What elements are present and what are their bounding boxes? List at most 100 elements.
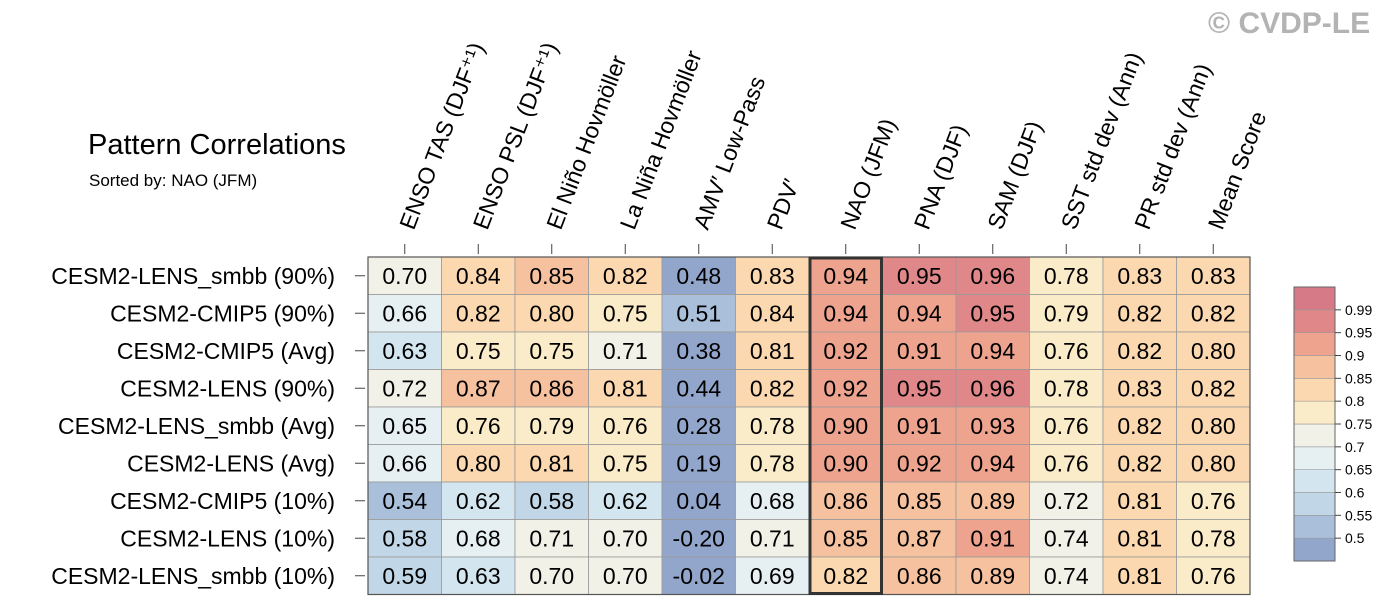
heatmap-cell: [955, 556, 1030, 595]
column-label-amv-low-pass: AMV′ Low-Pass: [688, 73, 770, 233]
heatmap-cell: [441, 294, 516, 333]
cell-value: 0.59: [382, 563, 427, 589]
heatmap-cell: [1176, 331, 1251, 370]
colorbar-box: [1293, 515, 1336, 539]
cell-value: 0.89: [970, 488, 1015, 514]
heatmap-cell: [955, 481, 1030, 520]
cell-value: 0.66: [382, 450, 427, 476]
cell-value: 0.69: [750, 563, 795, 589]
cell-value: 0.87: [897, 525, 942, 551]
heatmap-cell: [514, 369, 589, 408]
highlight-frame: [808, 256, 883, 595]
cell-value: 0.90: [823, 450, 868, 476]
cell-value: 0.75: [529, 338, 574, 364]
cell-value: 0.94: [970, 338, 1015, 364]
column-label-nao-jfm: NAO (JFM): [835, 115, 901, 233]
cell-value: 0.85: [897, 488, 942, 514]
heatmap-cell: [1102, 556, 1177, 595]
cell-value: 0.81: [1117, 563, 1162, 589]
heatmap-cells: [367, 256, 1251, 595]
heatmap-cell: [367, 519, 442, 558]
cell-value: 0.82: [1117, 413, 1162, 439]
cell-value: 0.65: [382, 413, 427, 439]
cell-value: 0.78: [750, 413, 795, 439]
row-label-cesm2-lens-smbb-avg: CESM2-LENS_smbb (Avg): [58, 413, 335, 439]
heatmap-cell: [1029, 481, 1104, 520]
cell-value: 0.82: [1117, 450, 1162, 476]
cell-value: 0.80: [529, 300, 574, 326]
cell-value: 0.19: [676, 450, 721, 476]
cell-value: 0.90: [823, 413, 868, 439]
heatmap-cell: [514, 406, 589, 445]
column-label-la-ni-a-hovm-ller: La Niña Hovmöller: [615, 47, 707, 233]
cell-value: 0.94: [823, 300, 868, 326]
cell-value: 0.91: [897, 413, 942, 439]
chart-title: Pattern Correlations: [88, 129, 346, 161]
heatmap-cell: [588, 256, 663, 295]
cell-value: 0.71: [603, 338, 648, 364]
cell-value: 0.94: [897, 300, 942, 326]
cell-value: 0.76: [1191, 488, 1236, 514]
cell-value: 0.84: [750, 300, 795, 326]
cell-value: 0.80: [456, 450, 501, 476]
colorbar-box: [1293, 400, 1336, 425]
cell-value: 0.86: [897, 563, 942, 589]
heatmap-cell: [661, 519, 736, 558]
row-label-cesm2-cmip5-90: CESM2-CMIP5 (90%): [110, 300, 335, 326]
cell-value: 0.68: [750, 488, 795, 514]
heatmap-cell: [1029, 294, 1104, 333]
cell-value: 0.79: [529, 413, 574, 439]
cell-value: 0.78: [1044, 263, 1089, 289]
cell-value: 0.95: [897, 375, 942, 401]
colorbar-box: [1293, 355, 1336, 379]
column-label-sam-djf: SAM (DJF): [982, 117, 1047, 232]
heatmap-cell: [735, 369, 810, 408]
heatmap-cell: [661, 331, 736, 370]
heatmap-cell: [1029, 444, 1104, 483]
cell-value: 0.80: [1191, 413, 1236, 439]
heatmap-cell: [1176, 369, 1251, 408]
heatmap-cell: [735, 256, 810, 295]
heatmap-cell: [588, 481, 663, 520]
heatmap-cell: [588, 444, 663, 483]
cell-value: 0.72: [382, 375, 427, 401]
heatmap-cell: [1102, 294, 1177, 333]
cell-value: 0.58: [382, 525, 427, 551]
heatmap-cell: [661, 294, 736, 333]
heatmap-cell: [735, 444, 810, 483]
heatmap-cell: [1029, 519, 1104, 558]
colorbar-box: [1293, 446, 1336, 470]
cell-value: 0.81: [750, 338, 795, 364]
cell-value: 0.82: [1191, 375, 1236, 401]
heatmap-cell: [1029, 369, 1104, 408]
heatmap-cell: [367, 256, 442, 295]
column-label-mean-score: Mean Score: [1203, 108, 1272, 233]
colorbar-label: 0.5: [1345, 530, 1365, 546]
watermark: © CVDP-LE: [1208, 7, 1370, 40]
heatmap-cell: [808, 369, 883, 408]
cell-value: 0.82: [750, 375, 795, 401]
heatmap-cell: [514, 331, 589, 370]
column-label-pr-std-dev-ann: PR std dev (Ann): [1129, 60, 1216, 233]
cell-value: 0.91: [897, 338, 942, 364]
colorbar-label: 0.95: [1345, 325, 1372, 341]
row-labels: CESM2-LENS_smbb (90%) CESM2-CMIP5 (90%) CE…: [51, 263, 365, 589]
highlight-column-frame: [808, 256, 883, 595]
heatmap-cell: [735, 294, 810, 333]
cell-value: 0.72: [1044, 488, 1089, 514]
heatmap-cell: [441, 256, 516, 295]
cell-value: 0.83: [1191, 263, 1236, 289]
row-label-cesm2-lens-avg: CESM2-LENS (Avg): [127, 450, 335, 476]
cell-value: 0.82: [1191, 300, 1236, 326]
cell-value: 0.76: [1044, 338, 1089, 364]
colorbar-label: 0.65: [1345, 462, 1372, 478]
heatmap-cell: [661, 481, 736, 520]
colorbar-label: 0.75: [1345, 416, 1372, 432]
cell-value: 0.76: [1191, 563, 1236, 589]
colorbar-box: [1293, 469, 1336, 493]
cell-value: 0.76: [1044, 450, 1089, 476]
heatmap-cell: [808, 331, 883, 370]
cell-value: 0.74: [1044, 563, 1089, 589]
cell-value: 0.93: [970, 413, 1015, 439]
column-label-el-ni-o-hovm-ller: El Niño Hovmöller: [541, 51, 631, 232]
